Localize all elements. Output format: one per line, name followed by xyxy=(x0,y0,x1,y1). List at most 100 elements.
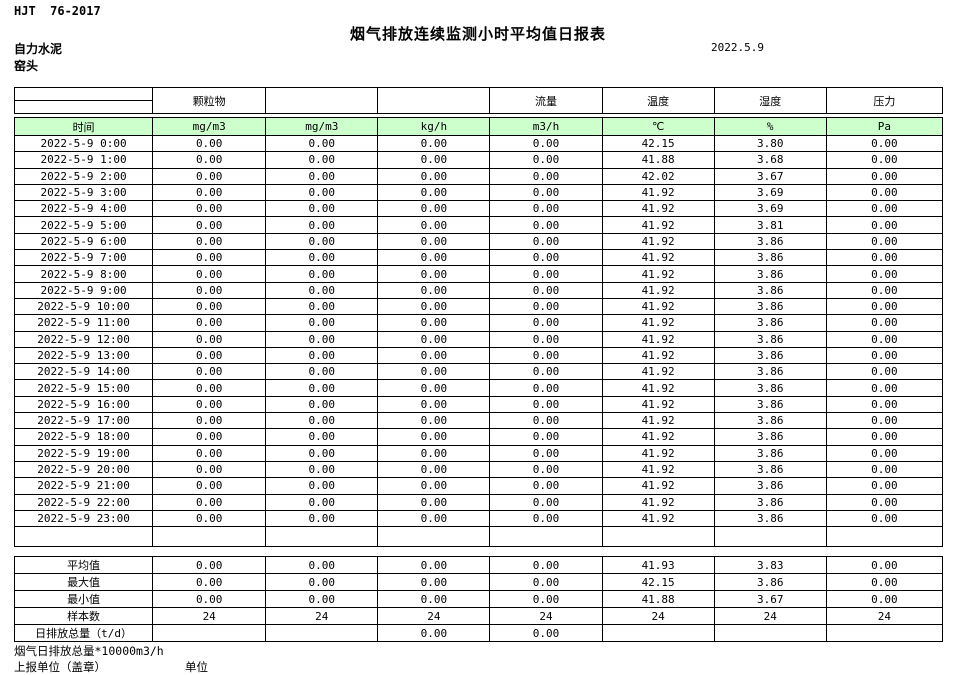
value-cell: 0.00 xyxy=(265,249,379,267)
value-cell: 0.00 xyxy=(377,509,491,528)
value-cell: 0.00 xyxy=(489,428,603,446)
value-cell: 0.00 xyxy=(152,134,267,153)
value-cell: 0.00 xyxy=(489,395,603,414)
value-cell: 3.86 xyxy=(713,493,827,511)
value-cell: 42.15 xyxy=(601,573,715,591)
value-cell: 0.00 xyxy=(152,151,267,169)
value-cell: 0.00 xyxy=(152,330,267,348)
value-cell: 0.00 xyxy=(377,314,491,332)
time-cell: 2022-5-9 15:00 xyxy=(13,379,154,397)
report-unit-seal-label: 上报单位（盖章） xyxy=(14,660,106,674)
data-table: 时间 mg/m3 mg/m3 kg/h m3/h ℃ % Pa 2022-5-9… xyxy=(13,117,944,548)
value-cell: 0.00 xyxy=(377,330,491,348)
hourly-rows: 2022-5-9 0:00 0.00 0.00 0.00 0.00 42.15 … xyxy=(13,134,944,528)
table-row: 2022-5-9 4:00 0.00 0.00 0.00 0.00 41.92 … xyxy=(13,200,944,218)
value-cell: 0.00 xyxy=(825,232,944,251)
value-cell: 41.92 xyxy=(601,477,715,495)
unit-cell: mg/m3 xyxy=(265,117,379,136)
time-cell: 2022-5-9 21:00 xyxy=(13,477,154,495)
value-cell: 0.00 xyxy=(152,428,267,446)
empty-cell xyxy=(265,526,379,548)
time-cell: 2022-5-9 12:00 xyxy=(13,330,154,348)
value-cell: 0.00 xyxy=(265,265,379,283)
value-cell: 0.00 xyxy=(265,379,379,397)
value-cell: 0.00 xyxy=(489,346,603,365)
time-header-cell: 时间 xyxy=(13,117,154,136)
value-cell: 0.00 xyxy=(489,363,603,381)
value-cell: 0.00 xyxy=(377,151,491,169)
table-row: 2022-5-9 22:00 0.00 0.00 0.00 0.00 41.92… xyxy=(13,493,944,511)
value-cell: 3.86 xyxy=(713,314,827,332)
value-cell: 0.00 xyxy=(377,428,491,446)
value-cell: 3.86 xyxy=(713,232,827,251)
value-cell: 0.00 xyxy=(377,167,491,185)
value-cell: 0.00 xyxy=(825,573,944,591)
value-cell: 41.92 xyxy=(601,412,715,430)
value-cell: 41.92 xyxy=(601,444,715,462)
value-cell: 0.00 xyxy=(825,590,944,608)
value-cell: 0.00 xyxy=(489,412,603,430)
time-cell: 2022-5-9 11:00 xyxy=(13,314,154,332)
value-cell: 41.92 xyxy=(601,395,715,414)
value-cell: 24 xyxy=(825,607,944,625)
value-cell: 0.00 xyxy=(265,590,379,608)
value-cell: 0.00 xyxy=(152,363,267,381)
value-cell: 41.92 xyxy=(601,379,715,397)
value-cell: 0.00 xyxy=(489,151,603,169)
value-cell: 0.00 xyxy=(152,183,267,202)
value-cell: 41.92 xyxy=(601,183,715,202)
value-cell: 3.86 xyxy=(713,509,827,528)
value-cell: 41.92 xyxy=(601,265,715,283)
time-cell: 2022-5-9 16:00 xyxy=(13,395,154,414)
table-row: 2022-5-9 13:00 0.00 0.00 0.00 0.00 41.92… xyxy=(13,346,944,365)
station-name: 窑头 xyxy=(14,59,39,73)
value-cell: 0.00 xyxy=(152,395,267,414)
value-cell: 0.00 xyxy=(825,314,944,332)
standard-code: HJT 76-2017 xyxy=(14,4,101,18)
time-cell: 2022-5-9 7:00 xyxy=(13,249,154,267)
value-cell: 24 xyxy=(265,607,379,625)
value-cell: 3.86 xyxy=(713,281,827,299)
value-cell: 0.00 xyxy=(489,200,603,218)
value-cell: 0.00 xyxy=(152,314,267,332)
value-cell: 0.00 xyxy=(489,590,603,608)
value-cell: 0.00 xyxy=(489,297,603,316)
value-cell: 41.93 xyxy=(601,556,715,574)
value-cell: 24 xyxy=(601,607,715,625)
header-pressure: 压力 xyxy=(825,87,944,114)
summary-label-cell: 样本数 xyxy=(13,607,154,625)
unit-cell: Pa xyxy=(825,117,944,136)
value-cell: 0.00 xyxy=(825,200,944,218)
value-cell: 0.00 xyxy=(377,134,491,153)
value-cell: 0.00 xyxy=(825,395,944,414)
value-cell: 3.81 xyxy=(713,216,827,234)
value-cell: 0.00 xyxy=(152,346,267,365)
value-cell: 41.92 xyxy=(601,249,715,267)
summary-row: 最大值 0.00 0.00 0.00 0.00 42.15 3.86 0.00 xyxy=(13,573,944,591)
value-cell: 0.00 xyxy=(265,573,379,591)
time-cell: 2022-5-9 9:00 xyxy=(13,281,154,299)
value-cell: 3.86 xyxy=(713,477,827,495)
value-cell: 0.00 xyxy=(377,297,491,316)
value-cell: 0.00 xyxy=(377,460,491,479)
value-cell: 0.00 xyxy=(825,167,944,185)
value-cell: 0.00 xyxy=(825,493,944,511)
table-row: 2022-5-9 9:00 0.00 0.00 0.00 0.00 41.92 … xyxy=(13,281,944,299)
table-row: 2022-5-9 16:00 0.00 0.00 0.00 0.00 41.92… xyxy=(13,395,944,414)
value-cell: 3.86 xyxy=(713,363,827,381)
value-cell: 0.00 xyxy=(152,249,267,267)
value-cell: 0.00 xyxy=(489,314,603,332)
value-cell: 0.00 xyxy=(265,509,379,528)
value-cell: 0.00 xyxy=(377,346,491,365)
value-cell: 42.15 xyxy=(601,134,715,153)
value-cell: 3.86 xyxy=(713,249,827,267)
value-cell: 0.00 xyxy=(489,281,603,299)
value-cell: 3.83 xyxy=(713,556,827,574)
summary-row: 平均值 0.00 0.00 0.00 0.00 41.93 3.83 0.00 xyxy=(13,556,944,574)
total-emission-note: 烟气日排放总量*10000m3/h xyxy=(14,644,164,658)
corner-cell-top xyxy=(13,87,154,101)
value-cell: 3.86 xyxy=(713,412,827,430)
value-cell: 0.00 xyxy=(489,556,603,574)
value-cell: 3.67 xyxy=(713,590,827,608)
value-cell: 0.00 xyxy=(377,590,491,608)
